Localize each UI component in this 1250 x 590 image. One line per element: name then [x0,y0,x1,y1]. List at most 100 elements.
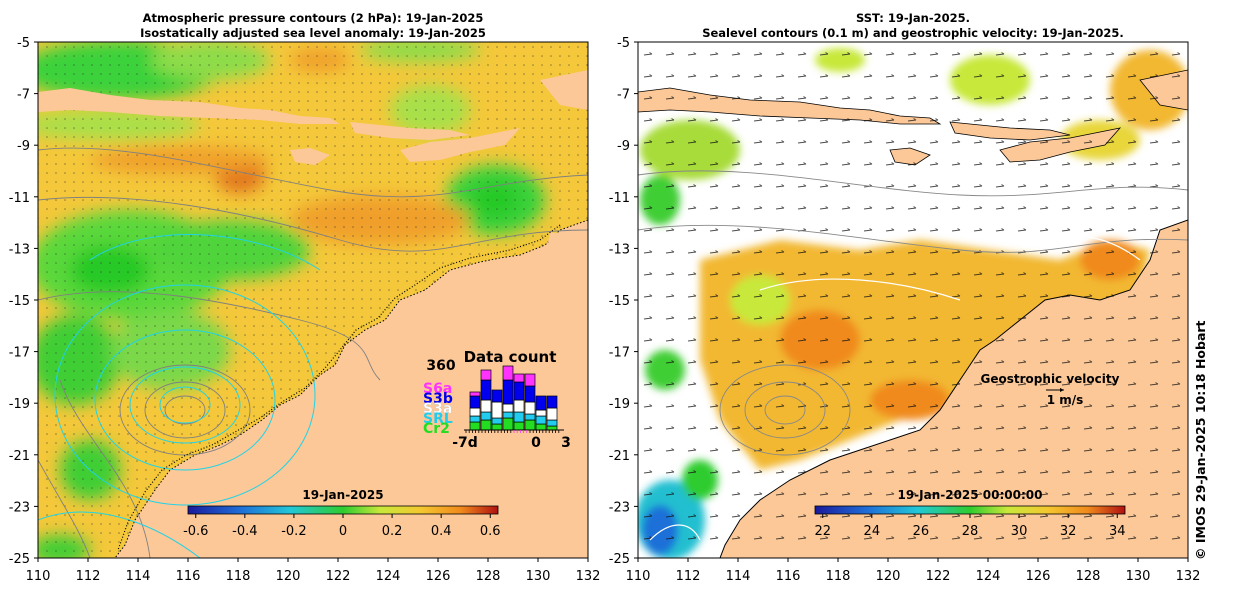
right-lon-tick-label: 130 [1126,569,1151,584]
sla-colorbar-tick-label: -0.4 [232,524,257,539]
data-count-bar-srl [469,415,481,423]
data-count-bar-s3b [513,381,525,401]
left-lon-tick-label: 118 [226,569,251,584]
data-count-bar-srl [546,419,558,427]
sst-colorbar-tick-label: 24 [864,524,881,539]
data-count-title: Data count [464,348,557,366]
data-count-bar-srl [513,411,525,423]
left-lat-tick-label: -7 [17,88,30,103]
left-lon-tick-label: 130 [526,569,551,584]
data-count-bar-s3a [502,403,514,413]
data-count-bar-s3b [480,379,492,401]
right-lat-tick-label: -15 [609,294,630,309]
right-lon-tick-label: 128 [1076,569,1101,584]
left-lon-tick-label: 122 [326,569,351,584]
right-lon-tick-label: 126 [1026,569,1051,584]
data-count-bar-s6a [502,365,514,381]
left-lat-tick-label: -19 [9,397,30,412]
sla-colorbar-tick-label: 0.2 [382,524,403,539]
left-lon-tick-label: 114 [126,569,151,584]
data-count-xlabel-start: -7d [452,435,478,451]
right-lon-tick-label: 116 [776,569,801,584]
right-lat-tick-label: -21 [609,449,630,464]
right-lon-tick-label: 110 [626,569,651,584]
geostrophic-arrows [638,42,1188,558]
sst-colorbar-tick-label: 34 [1109,524,1126,539]
white-contours [649,236,1141,541]
right-lat-tick-label: -17 [609,346,630,361]
left-lat-tick-label: -15 [9,294,30,309]
right-lat-tick-label: -23 [609,500,630,515]
data-count-bar-cr2 [491,423,503,431]
data-count-bar-srl [491,417,503,425]
sla-colorbar-tick-label: -0.6 [183,524,208,539]
left-lon-tick-label: 132 [576,569,601,584]
sst-colorbar-title: 19-Jan-2025 00:00:00 [897,488,1042,502]
data-count-bar-s6a [524,373,536,387]
pressure-contours [38,147,588,558]
left-lat-tick-label: -5 [17,36,30,51]
left-lat-tick-label: -23 [9,500,30,515]
data-count-bar-srl [535,415,547,425]
data-count-ymax: 360 [426,358,455,374]
sla-map [38,42,588,558]
data-count-bar-s3a [491,401,503,419]
left-lon-tick-label: 120 [276,569,301,584]
left-lon-tick-label: 124 [376,569,401,584]
sla-colorbar-ticks: -0.6 -0.4 -0.2 0 0.2 0.4 0.6 [183,514,501,539]
left-panel-title: Atmospheric pressure contours (2 hPa): 1… [38,11,588,41]
axis-ticks: -5 -7 -9 -11 -13 -15 -17 -19 -21 -23 -25 110 112 114 1… [9,36,1201,584]
data-count-bar-s3a [480,399,492,413]
sst-colorbar-tick-label: 30 [1011,524,1028,539]
right-lon-tick-label: 122 [926,569,951,584]
data-count-bar-srl [524,413,536,421]
mission-legend-s3a: S3a [423,401,452,417]
right-lat-tick-label: -11 [609,191,630,206]
timor-island [400,128,520,162]
right-lat-tick-label: -7 [617,88,630,103]
data-count-bar-srl [502,411,514,419]
data-count-bar-cr2 [480,419,492,431]
left-lat-tick-label: -9 [17,139,30,154]
small-island [548,232,565,245]
data-count-bar-s6a [513,373,525,383]
left-lon-tick-label: 128 [476,569,501,584]
data-count-bar-s3b [535,395,547,411]
right-lat-tick-label: -13 [609,242,630,257]
data-count-xlabel-end: 3 [561,435,571,451]
right-lon-tick-label: 124 [976,569,1001,584]
sla-colorbar-tick-label: 0 [339,524,347,539]
data-count-bar-s6a [469,391,481,397]
data-count-bar-s3a [469,407,481,417]
left-lon-tick-label: 112 [76,569,101,584]
sla-colorbar-title: 19-Jan-2025 [302,488,383,502]
sst-map [638,42,1188,558]
australia-land [114,219,588,558]
left-lat-tick-label: -13 [9,242,30,257]
sealevel-contours [638,170,1188,456]
left-lat-tick-label: -21 [9,449,30,464]
data-count-bar-s3a [513,399,525,413]
sst-colorbar-tick-label: 32 [1060,524,1077,539]
left-lon-tick-label: 126 [426,569,451,584]
mission-legend-cr2: Cr2 [423,421,450,437]
lesser-sunda-island [350,122,470,140]
data-count-bar-s3b [546,395,558,409]
sla-colorbar [187,505,499,515]
sst-colorbar-tick-label: 28 [962,524,979,539]
java-island [38,88,340,124]
sst-colorbar-tick-label: 22 [814,524,831,539]
sumba-island [290,148,330,165]
right-title-line1: SST: 19-Jan-2025. [855,11,971,25]
data-count-bar-s3b [502,379,514,405]
data-count-bar-cr2 [535,423,547,431]
sst-colorbar-tick-label: 26 [913,524,930,539]
data-count-bar-cr2 [524,419,536,431]
right-panel-title: SST: 19-Jan-2025. Sealevel contours (0.1… [638,11,1188,41]
left-title-line2: Isostatically adjusted sea level anomaly… [140,26,486,40]
left-title-line1: Atmospheric pressure contours (2 hPa): 1… [142,11,484,25]
mission-legend-srl: SRL [423,411,453,427]
velocity-arrow-head [1060,388,1064,392]
